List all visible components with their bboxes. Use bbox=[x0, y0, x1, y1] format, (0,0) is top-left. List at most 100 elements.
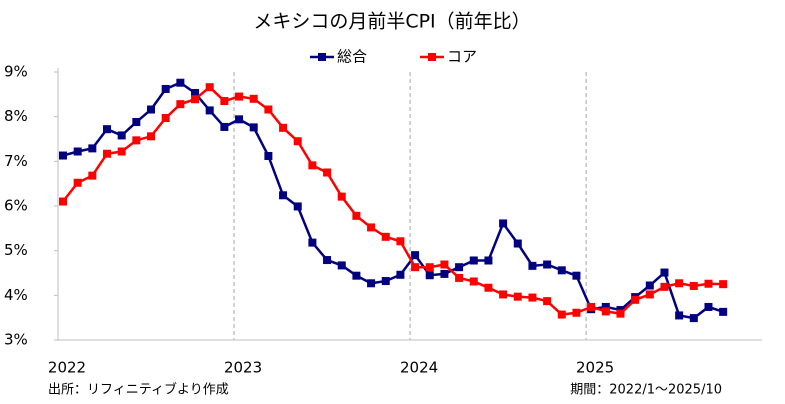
point-marker bbox=[660, 268, 669, 277]
point-marker bbox=[484, 256, 493, 265]
point-marker bbox=[616, 309, 625, 318]
legend-label: 総合 bbox=[337, 48, 367, 66]
point-marker bbox=[132, 118, 141, 127]
point-marker bbox=[161, 84, 170, 93]
point-marker bbox=[249, 94, 258, 103]
point-marker bbox=[205, 106, 214, 115]
legend-label: コア bbox=[447, 48, 477, 66]
point-marker bbox=[440, 269, 449, 278]
x-tick-label: 2024 bbox=[400, 359, 438, 377]
y-tick-label: 7% bbox=[4, 152, 28, 170]
y-tick-label: 4% bbox=[4, 286, 28, 304]
point-marker bbox=[59, 151, 67, 160]
x-tick-label: 2025 bbox=[576, 359, 614, 377]
y-tick-label: 8% bbox=[4, 107, 28, 125]
point-marker bbox=[191, 95, 200, 104]
point-marker bbox=[469, 256, 478, 265]
point-marker bbox=[103, 125, 112, 134]
point-marker bbox=[59, 197, 67, 206]
point-marker bbox=[381, 232, 390, 241]
point-marker bbox=[513, 292, 522, 301]
point-marker bbox=[132, 136, 141, 145]
point-marker bbox=[323, 256, 332, 265]
point-marker bbox=[645, 290, 654, 299]
point-marker bbox=[484, 283, 493, 292]
legend-marker bbox=[428, 53, 436, 61]
point-marker bbox=[543, 260, 552, 269]
point-marker bbox=[543, 297, 552, 306]
point-marker bbox=[557, 310, 566, 319]
point-marker bbox=[161, 114, 170, 123]
point-marker bbox=[572, 271, 581, 280]
period-note: 期間：2022/1～2025/10 bbox=[570, 383, 722, 398]
point-marker bbox=[220, 97, 229, 106]
point-marker bbox=[352, 211, 361, 220]
x-tick-label: 2022 bbox=[48, 359, 86, 377]
point-marker bbox=[396, 237, 405, 246]
point-marker bbox=[455, 263, 464, 272]
point-marker bbox=[220, 122, 229, 131]
point-marker bbox=[689, 314, 698, 323]
point-marker bbox=[337, 192, 346, 201]
point-marker bbox=[235, 92, 244, 101]
point-marker bbox=[117, 131, 126, 140]
point-marker bbox=[660, 282, 669, 291]
point-marker bbox=[396, 270, 405, 279]
point-marker bbox=[279, 191, 288, 200]
point-marker bbox=[572, 308, 581, 317]
y-tick-label: 6% bbox=[4, 197, 28, 215]
point-marker bbox=[73, 178, 82, 187]
point-marker bbox=[249, 123, 258, 132]
point-marker bbox=[176, 78, 185, 87]
point-marker bbox=[425, 263, 434, 272]
point-marker bbox=[191, 88, 200, 97]
point-marker bbox=[279, 123, 288, 132]
point-marker bbox=[103, 149, 112, 158]
point-marker bbox=[235, 115, 244, 124]
point-marker bbox=[557, 266, 566, 275]
point-marker bbox=[528, 293, 537, 302]
point-marker bbox=[719, 307, 728, 316]
point-marker bbox=[88, 144, 97, 153]
point-marker bbox=[411, 263, 420, 272]
point-marker bbox=[205, 83, 214, 92]
point-marker bbox=[689, 281, 698, 290]
point-marker bbox=[528, 261, 537, 270]
point-marker bbox=[645, 281, 654, 290]
point-marker bbox=[337, 261, 346, 270]
point-marker bbox=[675, 311, 684, 320]
point-marker bbox=[367, 223, 376, 232]
point-marker bbox=[308, 238, 317, 247]
point-marker bbox=[631, 295, 640, 304]
point-marker bbox=[293, 137, 302, 146]
point-marker bbox=[308, 161, 317, 170]
point-marker bbox=[601, 307, 610, 316]
legend-marker bbox=[318, 53, 326, 61]
point-marker bbox=[293, 202, 302, 211]
point-marker bbox=[425, 271, 434, 280]
point-marker bbox=[352, 271, 361, 280]
series-line bbox=[62, 81, 724, 320]
point-marker bbox=[117, 147, 126, 156]
point-marker bbox=[587, 302, 596, 311]
point-marker bbox=[411, 251, 420, 260]
point-marker bbox=[455, 273, 464, 282]
y-tick-label: 3% bbox=[4, 331, 28, 349]
point-marker bbox=[73, 147, 82, 156]
series-line bbox=[62, 85, 724, 316]
chart-title: メキシコの月前半CPI（前年比） bbox=[253, 11, 530, 33]
point-marker bbox=[147, 132, 156, 141]
point-marker bbox=[367, 279, 376, 288]
point-marker bbox=[264, 151, 273, 160]
point-marker bbox=[704, 279, 713, 288]
y-tick-label: 9% bbox=[4, 63, 28, 81]
source-note: 出所：リフィニティブより作成 bbox=[48, 382, 229, 398]
point-marker bbox=[513, 239, 522, 248]
point-marker bbox=[176, 100, 185, 109]
point-marker bbox=[323, 168, 332, 177]
point-marker bbox=[499, 290, 508, 299]
point-marker bbox=[264, 105, 273, 114]
point-marker bbox=[601, 302, 610, 311]
point-marker bbox=[440, 260, 449, 269]
point-marker bbox=[147, 105, 156, 114]
